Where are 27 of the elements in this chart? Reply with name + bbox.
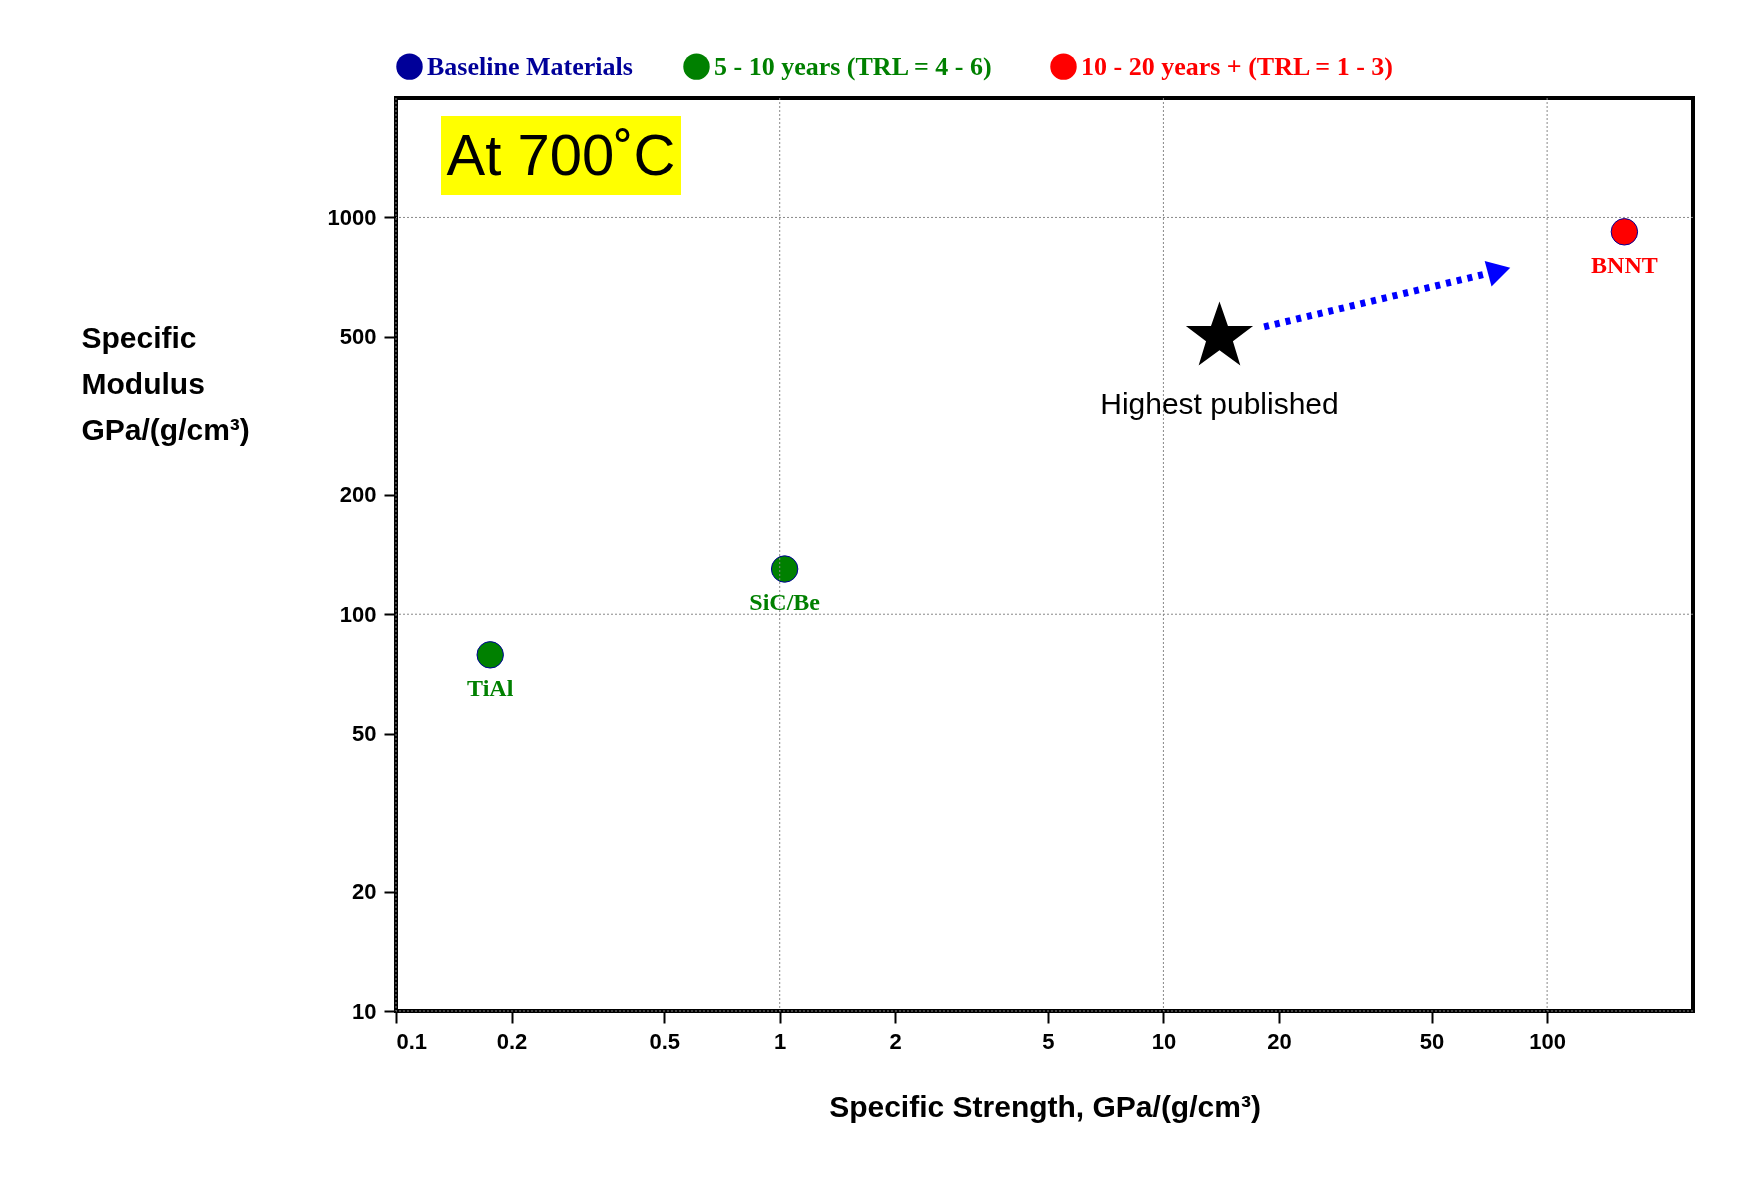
legend-label: 5 - 10 years (TRL = 4 - 6) [714,51,992,81]
y-tick-label: 1000 [327,204,377,230]
x-tick-label: 1 [774,1028,787,1054]
x-axis-title: Specific Strength, GPa/(g/cm³) [829,1089,1261,1123]
x-tick-label: 0.2 [496,1028,528,1054]
legend-label: 10 - 20 years + (TRL = 1 - 3) [1081,51,1393,81]
annotation: SiC/Be [749,589,821,616]
x-tick-label: 100 [1529,1028,1566,1054]
legend-label: Baseline Materials [427,51,633,81]
x-tick-label: 50 [1419,1028,1445,1054]
x-tick-label: 0.5 [649,1028,680,1054]
annotation: TiAl [467,674,514,701]
y-tick-label: 50 [352,721,377,747]
y-axis-title: Specific Modulus GPa/(g/cm³) [81,320,250,446]
x-tick-label: 0.1 [396,1028,428,1054]
annotation: Highest published [1100,386,1339,420]
x-tick-label: 10 [1151,1028,1177,1054]
annotation: At 700˚C [446,122,676,187]
x-tick-label: 5 [1042,1028,1055,1054]
annotation: BNNT [1591,251,1658,278]
y-tick-label: 500 [339,324,377,350]
y-tick-label: 20 [352,879,377,905]
y-tick-label: 200 [339,482,377,508]
x-tick-label: 2 [889,1028,902,1054]
y-tick-label: 10 [352,998,377,1024]
x-tick-label: 20 [1267,1028,1292,1054]
y-tick-label: 100 [339,601,377,627]
